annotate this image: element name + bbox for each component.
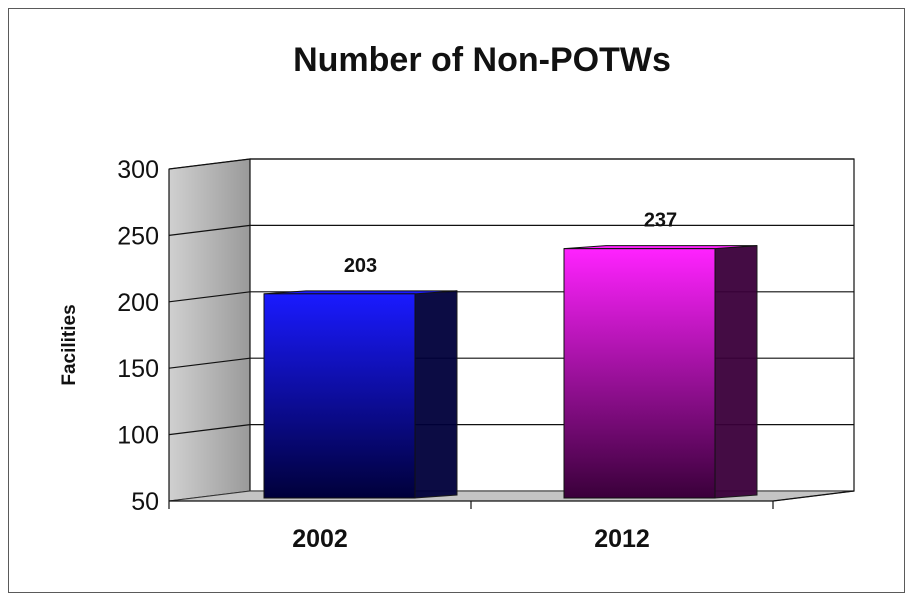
y-tick-label: 50 [131, 488, 159, 516]
x-category-label: 2002 [292, 525, 348, 553]
y-tick-label: 250 [117, 222, 159, 250]
bar [563, 248, 716, 499]
data-label: 203 [344, 255, 377, 277]
wall-gridline [168, 291, 251, 303]
side-wall [168, 158, 251, 502]
y-tick-label: 100 [117, 422, 159, 450]
bar [263, 293, 416, 499]
bar-side [414, 290, 458, 499]
floor-edge [772, 490, 855, 502]
plot-area: 50 100 150 200 250 300 203 2002 237 2012 [117, 156, 855, 553]
bar-chart: Number of Non-POTWs Facilities 50 100 150 2… [59, 41, 855, 553]
y-tick-label: 150 [117, 355, 159, 383]
chart-title: Number of Non-POTWs [293, 41, 671, 79]
x-category-label: 2012 [594, 525, 650, 553]
wall-gridline [168, 424, 251, 436]
y-tick-label: 300 [117, 156, 159, 184]
wall-gridline [168, 158, 251, 170]
wall-gridline [168, 357, 251, 369]
y-tick-label: 200 [117, 289, 159, 317]
y-axis-label: Facilities [59, 304, 80, 385]
chart-frame: Number of Non-POTWs Facilities 50 100 150 2… [8, 8, 905, 593]
bar-side [714, 245, 758, 499]
data-label: 237 [644, 210, 677, 232]
wall-gridline [168, 224, 251, 236]
